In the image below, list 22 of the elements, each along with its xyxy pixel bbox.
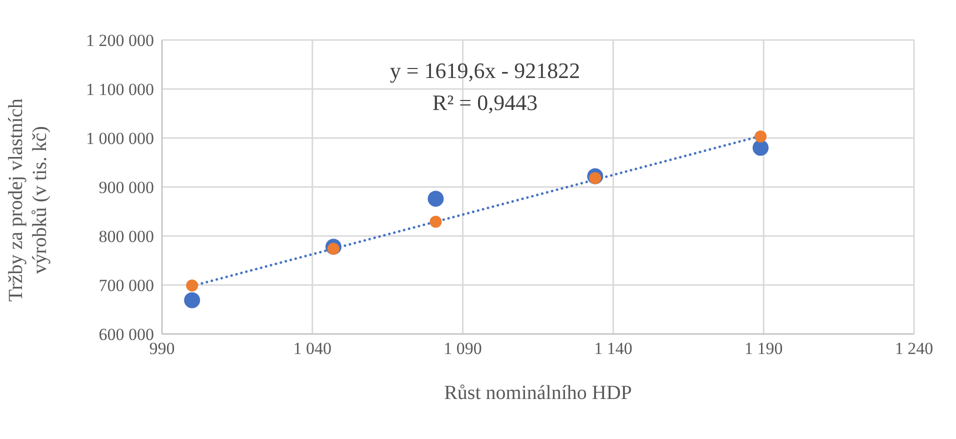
x-tick-label: 1 190 (744, 339, 783, 358)
point (430, 216, 442, 228)
annotation: y = 1619,6x - 921822 (388, 58, 582, 84)
y-tick-label: 1 100 000 (86, 80, 154, 100)
x-tick-label: 990 (149, 339, 175, 358)
x-tick-label: 1 040 (293, 339, 332, 358)
y-tick-label: 1 000 000 (86, 129, 154, 148)
x-tick-label: 1 140 (594, 339, 632, 358)
y-tick-label: 700 000 (98, 276, 154, 296)
x-tick-label: 1 090 (444, 339, 482, 358)
x-tick-label: 1 240 (894, 339, 934, 358)
point (428, 190, 444, 207)
y-tick-label: 1 200 000 (86, 31, 154, 50)
y-tick-label: 800 000 (98, 227, 154, 246)
x-axis-title: Růst nominálního HDP (444, 382, 632, 404)
y-tick-label: 900 000 (98, 178, 154, 198)
annotation: R² = 0,9443 (431, 90, 539, 116)
point (186, 279, 198, 292)
point (184, 292, 200, 308)
point (754, 130, 767, 143)
y-axis-title: Tržby za prodej vlastních výrobků (v tis. kč) (4, 97, 52, 304)
point (752, 140, 769, 156)
